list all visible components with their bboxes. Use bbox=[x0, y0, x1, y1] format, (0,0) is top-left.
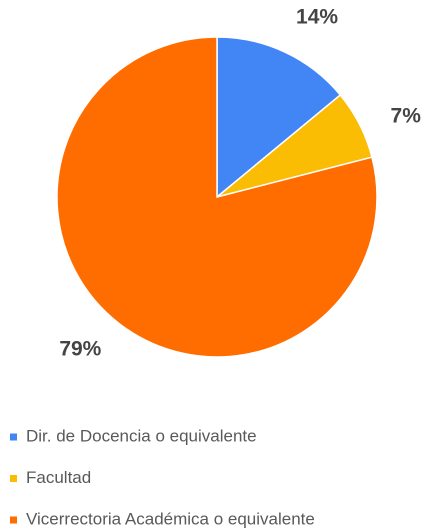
data-label: 79% bbox=[59, 337, 101, 360]
data-label: 14% bbox=[296, 6, 338, 29]
legend-swatch bbox=[10, 475, 17, 482]
legend-label: Vicerrectoria Académica o equivalente bbox=[26, 509, 315, 528]
legend-swatch bbox=[10, 433, 17, 441]
data-label: 7% bbox=[391, 104, 422, 127]
legend-label: Dir. de Docencia o equivalente bbox=[26, 426, 257, 445]
pie-slice bbox=[216, 36, 342, 199]
legend-label: Facultad bbox=[26, 468, 91, 487]
pie-slice bbox=[56, 36, 378, 358]
legend-swatch bbox=[10, 516, 17, 524]
